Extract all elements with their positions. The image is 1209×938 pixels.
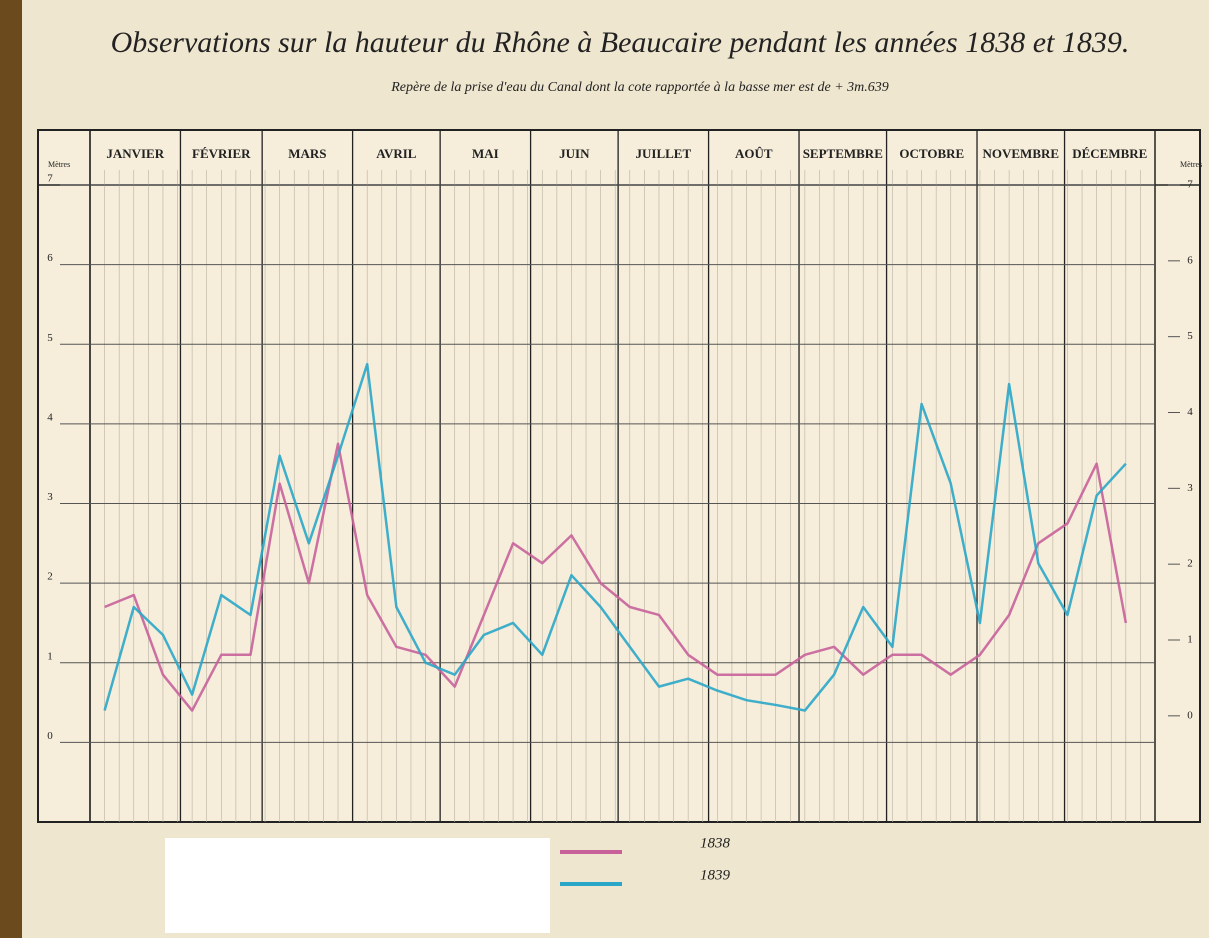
month-label: AOÛT xyxy=(735,146,773,161)
y2-tick-label: 5 xyxy=(1187,330,1193,342)
y2-tick-label: 3 xyxy=(1187,482,1193,494)
y-axis-label: Mètres xyxy=(48,160,70,169)
legend-label: 1839 xyxy=(700,867,731,883)
month-label: JUIN xyxy=(559,146,590,161)
month-label: OCTOBRE xyxy=(899,146,964,161)
y2-tick-label: 2 xyxy=(1187,558,1193,570)
y-tick-label: 6 xyxy=(47,252,53,264)
chart-title: Observations sur la hauteur du Rhône à B… xyxy=(111,26,1130,59)
month-label: NOVEMBRE xyxy=(982,146,1059,161)
y-tick-label: 5 xyxy=(47,332,53,344)
y2-tick-label: 7 xyxy=(1187,179,1193,191)
month-label: SEPTEMBRE xyxy=(803,146,883,161)
frame-edge xyxy=(0,0,22,938)
month-label: AVRIL xyxy=(376,146,417,161)
y2-axis-label: Mètres xyxy=(1180,160,1202,169)
y2-tick-label: 4 xyxy=(1187,406,1193,418)
month-label: FÉVRIER xyxy=(192,146,251,161)
y-tick-label: 1 xyxy=(47,650,53,662)
y2-tick-label: 1 xyxy=(1187,634,1193,646)
chart-subtitle: Repère de la prise d'eau du Canal dont l… xyxy=(390,80,889,95)
y-tick-label: 4 xyxy=(47,411,53,423)
blank-patch xyxy=(165,838,550,933)
month-label: MAI xyxy=(472,146,499,161)
y2-tick-label: 0 xyxy=(1187,709,1193,721)
y-tick-label: 7 xyxy=(47,173,53,185)
month-label: MARS xyxy=(288,146,326,161)
chart: Observations sur la hauteur du Rhône à B… xyxy=(0,0,1209,938)
y-tick-label: 3 xyxy=(47,491,53,503)
month-label: DÉCEMBRE xyxy=(1072,146,1147,161)
plot-frame xyxy=(38,130,1200,822)
y-tick-label: 0 xyxy=(47,730,53,742)
legend-label: 1838 xyxy=(700,835,731,851)
y2-tick-label: 6 xyxy=(1187,254,1193,266)
month-label: JUILLET xyxy=(636,146,692,161)
month-label: JANVIER xyxy=(106,146,164,161)
y-tick-label: 2 xyxy=(47,571,53,583)
